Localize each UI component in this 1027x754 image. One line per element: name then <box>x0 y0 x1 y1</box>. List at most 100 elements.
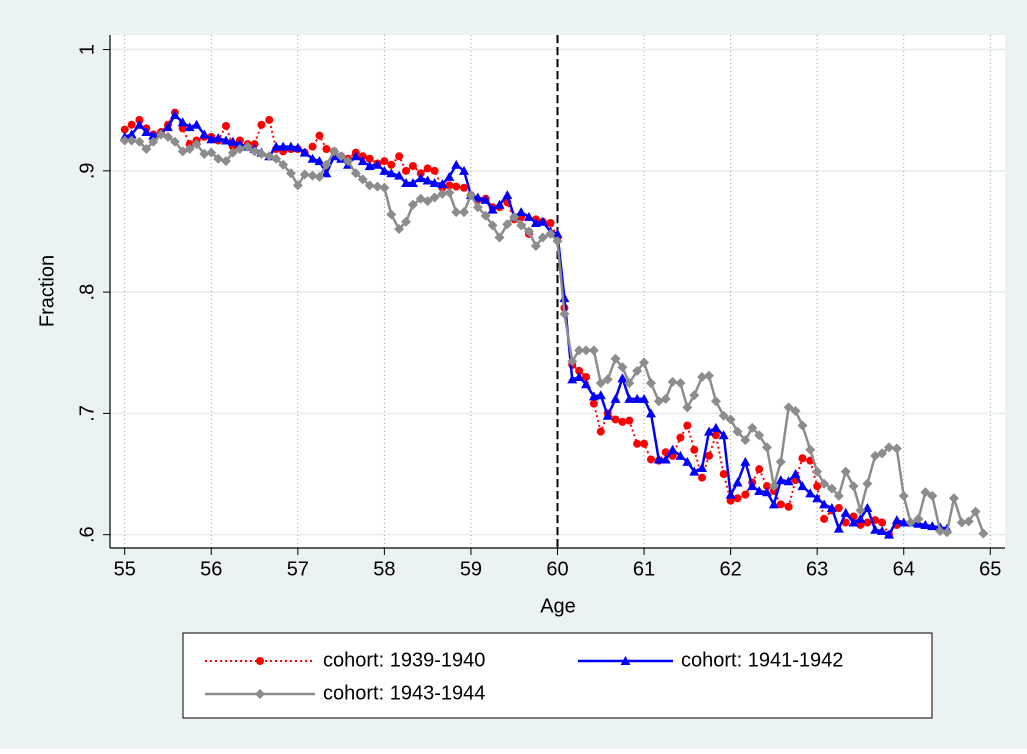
point <box>429 192 440 203</box>
point <box>386 168 397 178</box>
point <box>430 166 439 175</box>
point <box>221 121 230 130</box>
point <box>199 148 210 159</box>
point <box>516 207 527 217</box>
y-tick-label: 1 <box>76 44 98 55</box>
point <box>472 192 483 202</box>
point <box>840 507 851 517</box>
point <box>184 144 195 154</box>
point <box>624 378 635 389</box>
point <box>617 362 628 373</box>
point <box>797 420 808 431</box>
point <box>308 142 317 151</box>
point <box>689 466 700 476</box>
point <box>740 456 751 466</box>
point <box>567 356 578 367</box>
point <box>667 444 678 454</box>
point <box>242 141 253 152</box>
point <box>552 228 563 238</box>
point <box>920 487 931 498</box>
point <box>761 442 772 453</box>
point <box>322 145 331 153</box>
point <box>610 393 621 403</box>
point <box>740 435 751 446</box>
point <box>797 481 808 491</box>
point <box>624 393 635 403</box>
point <box>315 131 324 140</box>
x-tick-label: 65 <box>979 558 1001 580</box>
point <box>633 439 642 448</box>
point <box>819 478 830 489</box>
point <box>271 153 282 164</box>
point <box>364 160 375 170</box>
point <box>710 422 721 432</box>
point <box>898 490 909 501</box>
point <box>783 476 794 486</box>
point <box>552 236 563 247</box>
point <box>862 478 873 489</box>
point <box>891 515 902 525</box>
point <box>602 374 613 385</box>
point <box>184 122 195 132</box>
point <box>177 117 188 127</box>
point <box>119 135 130 146</box>
point <box>343 156 354 167</box>
point <box>833 490 844 501</box>
point <box>134 119 145 129</box>
point <box>134 136 145 147</box>
point <box>509 211 520 222</box>
point <box>956 517 967 528</box>
x-tick-label: 55 <box>114 558 136 580</box>
point <box>762 482 771 491</box>
point <box>530 217 541 227</box>
point <box>617 373 628 383</box>
point <box>602 410 613 420</box>
point <box>141 127 152 137</box>
point <box>336 151 347 162</box>
point <box>402 166 411 175</box>
point <box>191 119 202 129</box>
y-tick-label: .6 <box>76 526 98 543</box>
point <box>698 473 707 482</box>
point <box>444 171 455 181</box>
point <box>682 456 693 466</box>
point <box>660 393 671 404</box>
point <box>480 194 491 204</box>
point <box>718 430 729 440</box>
point <box>725 414 736 425</box>
point <box>257 120 266 129</box>
point <box>126 129 137 139</box>
point <box>877 526 888 536</box>
point <box>884 442 895 453</box>
point <box>537 232 548 243</box>
point <box>234 139 245 149</box>
point <box>682 402 693 413</box>
point <box>422 196 433 207</box>
point <box>660 454 671 464</box>
point <box>206 134 217 144</box>
point <box>927 521 938 531</box>
point <box>126 135 137 146</box>
point <box>978 528 989 539</box>
point <box>710 396 721 407</box>
point <box>451 159 462 169</box>
point <box>819 499 830 509</box>
point <box>227 147 238 158</box>
point <box>581 345 592 356</box>
point <box>645 378 656 389</box>
point <box>546 218 555 227</box>
point <box>178 124 187 133</box>
point <box>314 156 325 166</box>
point <box>711 431 720 440</box>
point <box>321 168 332 178</box>
point <box>661 448 670 457</box>
point <box>820 514 829 523</box>
point <box>653 454 664 464</box>
point <box>856 520 865 529</box>
point <box>234 144 245 154</box>
point <box>581 379 592 389</box>
legend-label: cohort: 1943-1944 <box>323 682 485 704</box>
point <box>299 169 310 180</box>
point <box>285 168 296 179</box>
point <box>862 502 873 512</box>
